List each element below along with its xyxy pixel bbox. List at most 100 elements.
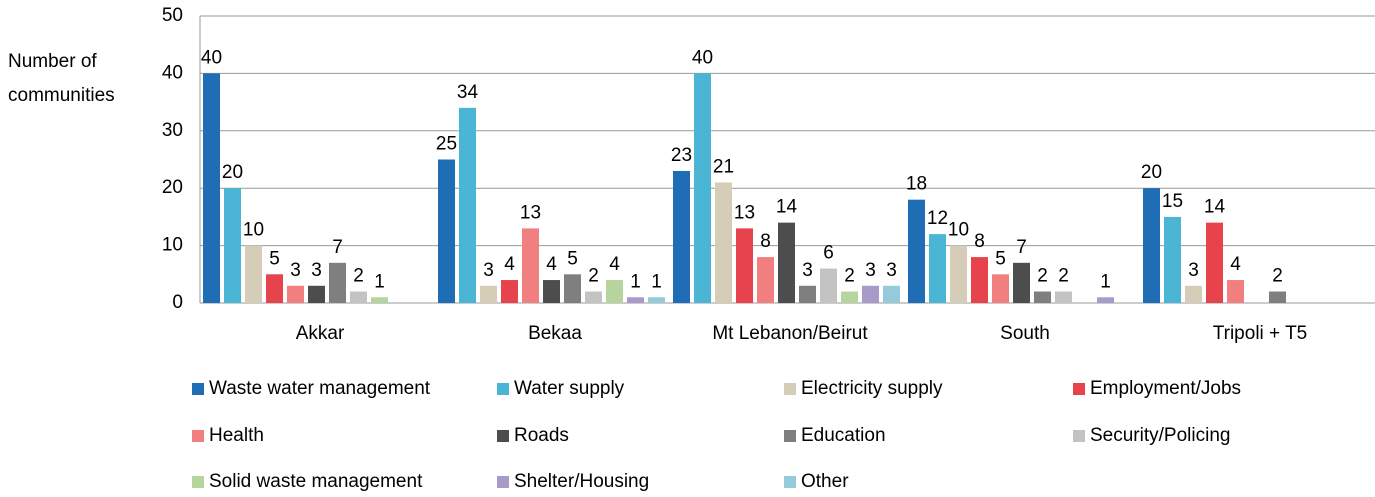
bar <box>1164 216 1181 303</box>
bar <box>1097 297 1114 303</box>
bar <box>757 257 774 303</box>
data-label: 7 <box>1016 237 1027 258</box>
data-label: 2 <box>1037 266 1048 287</box>
data-label: 14 <box>1204 197 1226 218</box>
bar <box>1055 291 1072 303</box>
data-label: 5 <box>269 248 280 269</box>
legend-swatch <box>784 476 796 488</box>
bar <box>1034 291 1051 303</box>
x-tick-label: Bekaa <box>528 323 582 344</box>
data-label: 20 <box>1141 162 1162 183</box>
legend-swatch <box>497 476 509 488</box>
bar <box>715 182 732 303</box>
data-label: 20 <box>222 162 243 183</box>
bar <box>799 285 816 303</box>
data-label: 4 <box>1230 254 1241 275</box>
bar <box>308 285 325 303</box>
bar <box>992 274 1009 303</box>
x-tick-label: Mt Lebanon/Beirut <box>712 323 868 344</box>
legend-label: Water supply <box>514 378 625 399</box>
data-label: 3 <box>886 260 897 281</box>
bar <box>841 291 858 303</box>
bar <box>371 297 388 303</box>
bar <box>203 73 220 304</box>
legend-label: Roads <box>514 425 569 446</box>
data-label: 3 <box>802 260 813 281</box>
data-label: 25 <box>436 134 457 155</box>
bar <box>971 257 988 303</box>
bar <box>606 280 623 303</box>
bar <box>648 297 665 303</box>
bar <box>543 280 560 303</box>
bar <box>266 274 283 303</box>
legend-swatch <box>192 383 204 395</box>
bar <box>501 280 518 303</box>
data-label: 40 <box>201 47 222 68</box>
y-tick-label: 30 <box>162 120 183 141</box>
bar <box>459 107 476 303</box>
data-label: 21 <box>713 156 734 177</box>
data-label: 2 <box>588 266 599 287</box>
bar <box>1185 285 1202 303</box>
legend-swatch <box>192 476 204 488</box>
data-label: 5 <box>995 248 1006 269</box>
legend-label: Solid waste management <box>209 471 423 492</box>
data-label: 2 <box>1272 266 1283 287</box>
data-label: 3 <box>483 260 494 281</box>
bar <box>1206 222 1223 303</box>
x-tick-label: South <box>1000 323 1050 344</box>
data-label: 18 <box>906 174 927 195</box>
bar <box>245 245 262 303</box>
data-label: 3 <box>290 260 301 281</box>
y-tick-label: 10 <box>162 235 183 256</box>
legend-label: Waste water management <box>209 378 431 399</box>
data-label: 1 <box>651 271 662 292</box>
legend-label: Health <box>209 425 264 446</box>
legend-label: Shelter/Housing <box>514 471 649 492</box>
bar <box>522 228 539 303</box>
data-label: 7 <box>332 237 343 258</box>
bar <box>820 268 837 303</box>
bar <box>287 285 304 303</box>
bar <box>694 73 711 304</box>
data-label: 14 <box>776 197 798 218</box>
data-label: 15 <box>1162 191 1183 212</box>
bar <box>627 297 644 303</box>
legend-label: Education <box>801 425 886 446</box>
data-label: 8 <box>760 231 771 252</box>
data-label: 2 <box>353 266 364 287</box>
bar <box>224 188 241 303</box>
data-label: 1 <box>630 271 641 292</box>
bar <box>862 285 879 303</box>
data-label: 2 <box>844 266 855 287</box>
data-label: 12 <box>927 208 948 229</box>
bar <box>329 262 346 303</box>
legend-swatch <box>497 383 509 395</box>
y-axis-label: Number of communities <box>8 51 115 106</box>
data-label: 5 <box>567 248 578 269</box>
data-label: 6 <box>823 243 834 264</box>
data-label: 3 <box>311 260 322 281</box>
data-label: 10 <box>948 220 969 241</box>
x-tick-label: Tripoli + T5 <box>1213 323 1308 344</box>
data-label: 4 <box>546 254 557 275</box>
legend-label: Security/Policing <box>1090 425 1230 446</box>
y-tick-label: 40 <box>162 62 183 83</box>
y-tick-label: 0 <box>172 292 183 313</box>
data-label: 40 <box>692 47 713 68</box>
data-label: 4 <box>504 254 515 275</box>
legend-label: Electricity supply <box>801 378 943 399</box>
bar <box>929 234 946 303</box>
x-tick-label: Akkar <box>296 323 345 344</box>
legend-label: Other <box>801 471 849 492</box>
legend-swatch <box>192 430 204 442</box>
data-label: 8 <box>974 231 985 252</box>
legend-swatch <box>497 430 509 442</box>
y-tick-label: 20 <box>162 177 183 198</box>
data-label: 23 <box>671 145 692 166</box>
y-tick-label: 50 <box>162 5 183 26</box>
bar <box>564 274 581 303</box>
data-label: 1 <box>1100 271 1111 292</box>
legend-swatch <box>784 383 796 395</box>
